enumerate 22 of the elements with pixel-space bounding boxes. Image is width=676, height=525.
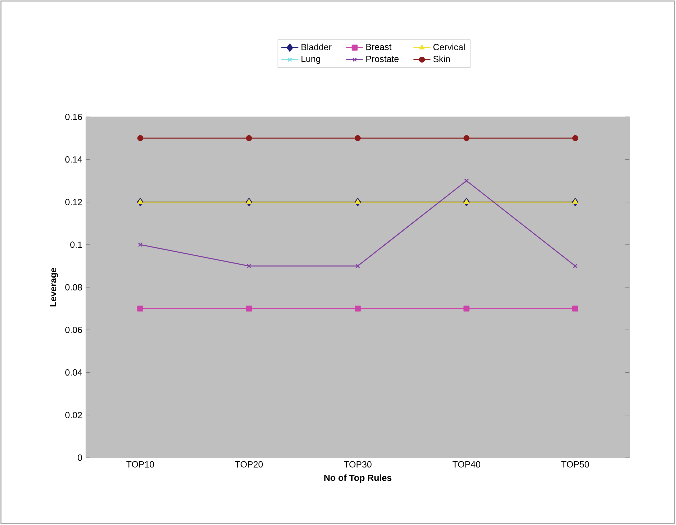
y-tick-label: 0 — [78, 454, 82, 462]
y-tick-label: 0.12 — [66, 199, 82, 206]
y-tick-label: 0.02 — [66, 412, 82, 418]
legend-label: Breast — [366, 44, 392, 50]
x-tick-label: TOP30 — [344, 461, 372, 468]
legend-label: Skin — [434, 56, 450, 62]
x-axis-title: No of Top Rules — [324, 474, 392, 483]
y-tick-label: 0.1 — [70, 242, 82, 248]
y-tick-label: 0.06 — [66, 326, 82, 334]
y-axis-title: Leverage — [50, 268, 58, 307]
y-tick-label: 0.04 — [66, 370, 82, 376]
legend-label: Prostate — [366, 56, 399, 62]
legend-label: Cervical — [434, 44, 465, 50]
x-tick-label: TOP20 — [235, 461, 264, 468]
x-tick-label: TOP40 — [452, 461, 480, 468]
legend-label: Bladder — [302, 44, 332, 50]
y-tick-label: 0.14 — [66, 156, 82, 163]
legend-label: Lung — [302, 56, 320, 64]
x-tick-label: TOP10 — [126, 461, 154, 468]
y-tick-label: 0.16 — [66, 114, 82, 120]
x-tick-label: TOP50 — [562, 461, 590, 468]
y-tick-label: 0.08 — [66, 284, 82, 291]
